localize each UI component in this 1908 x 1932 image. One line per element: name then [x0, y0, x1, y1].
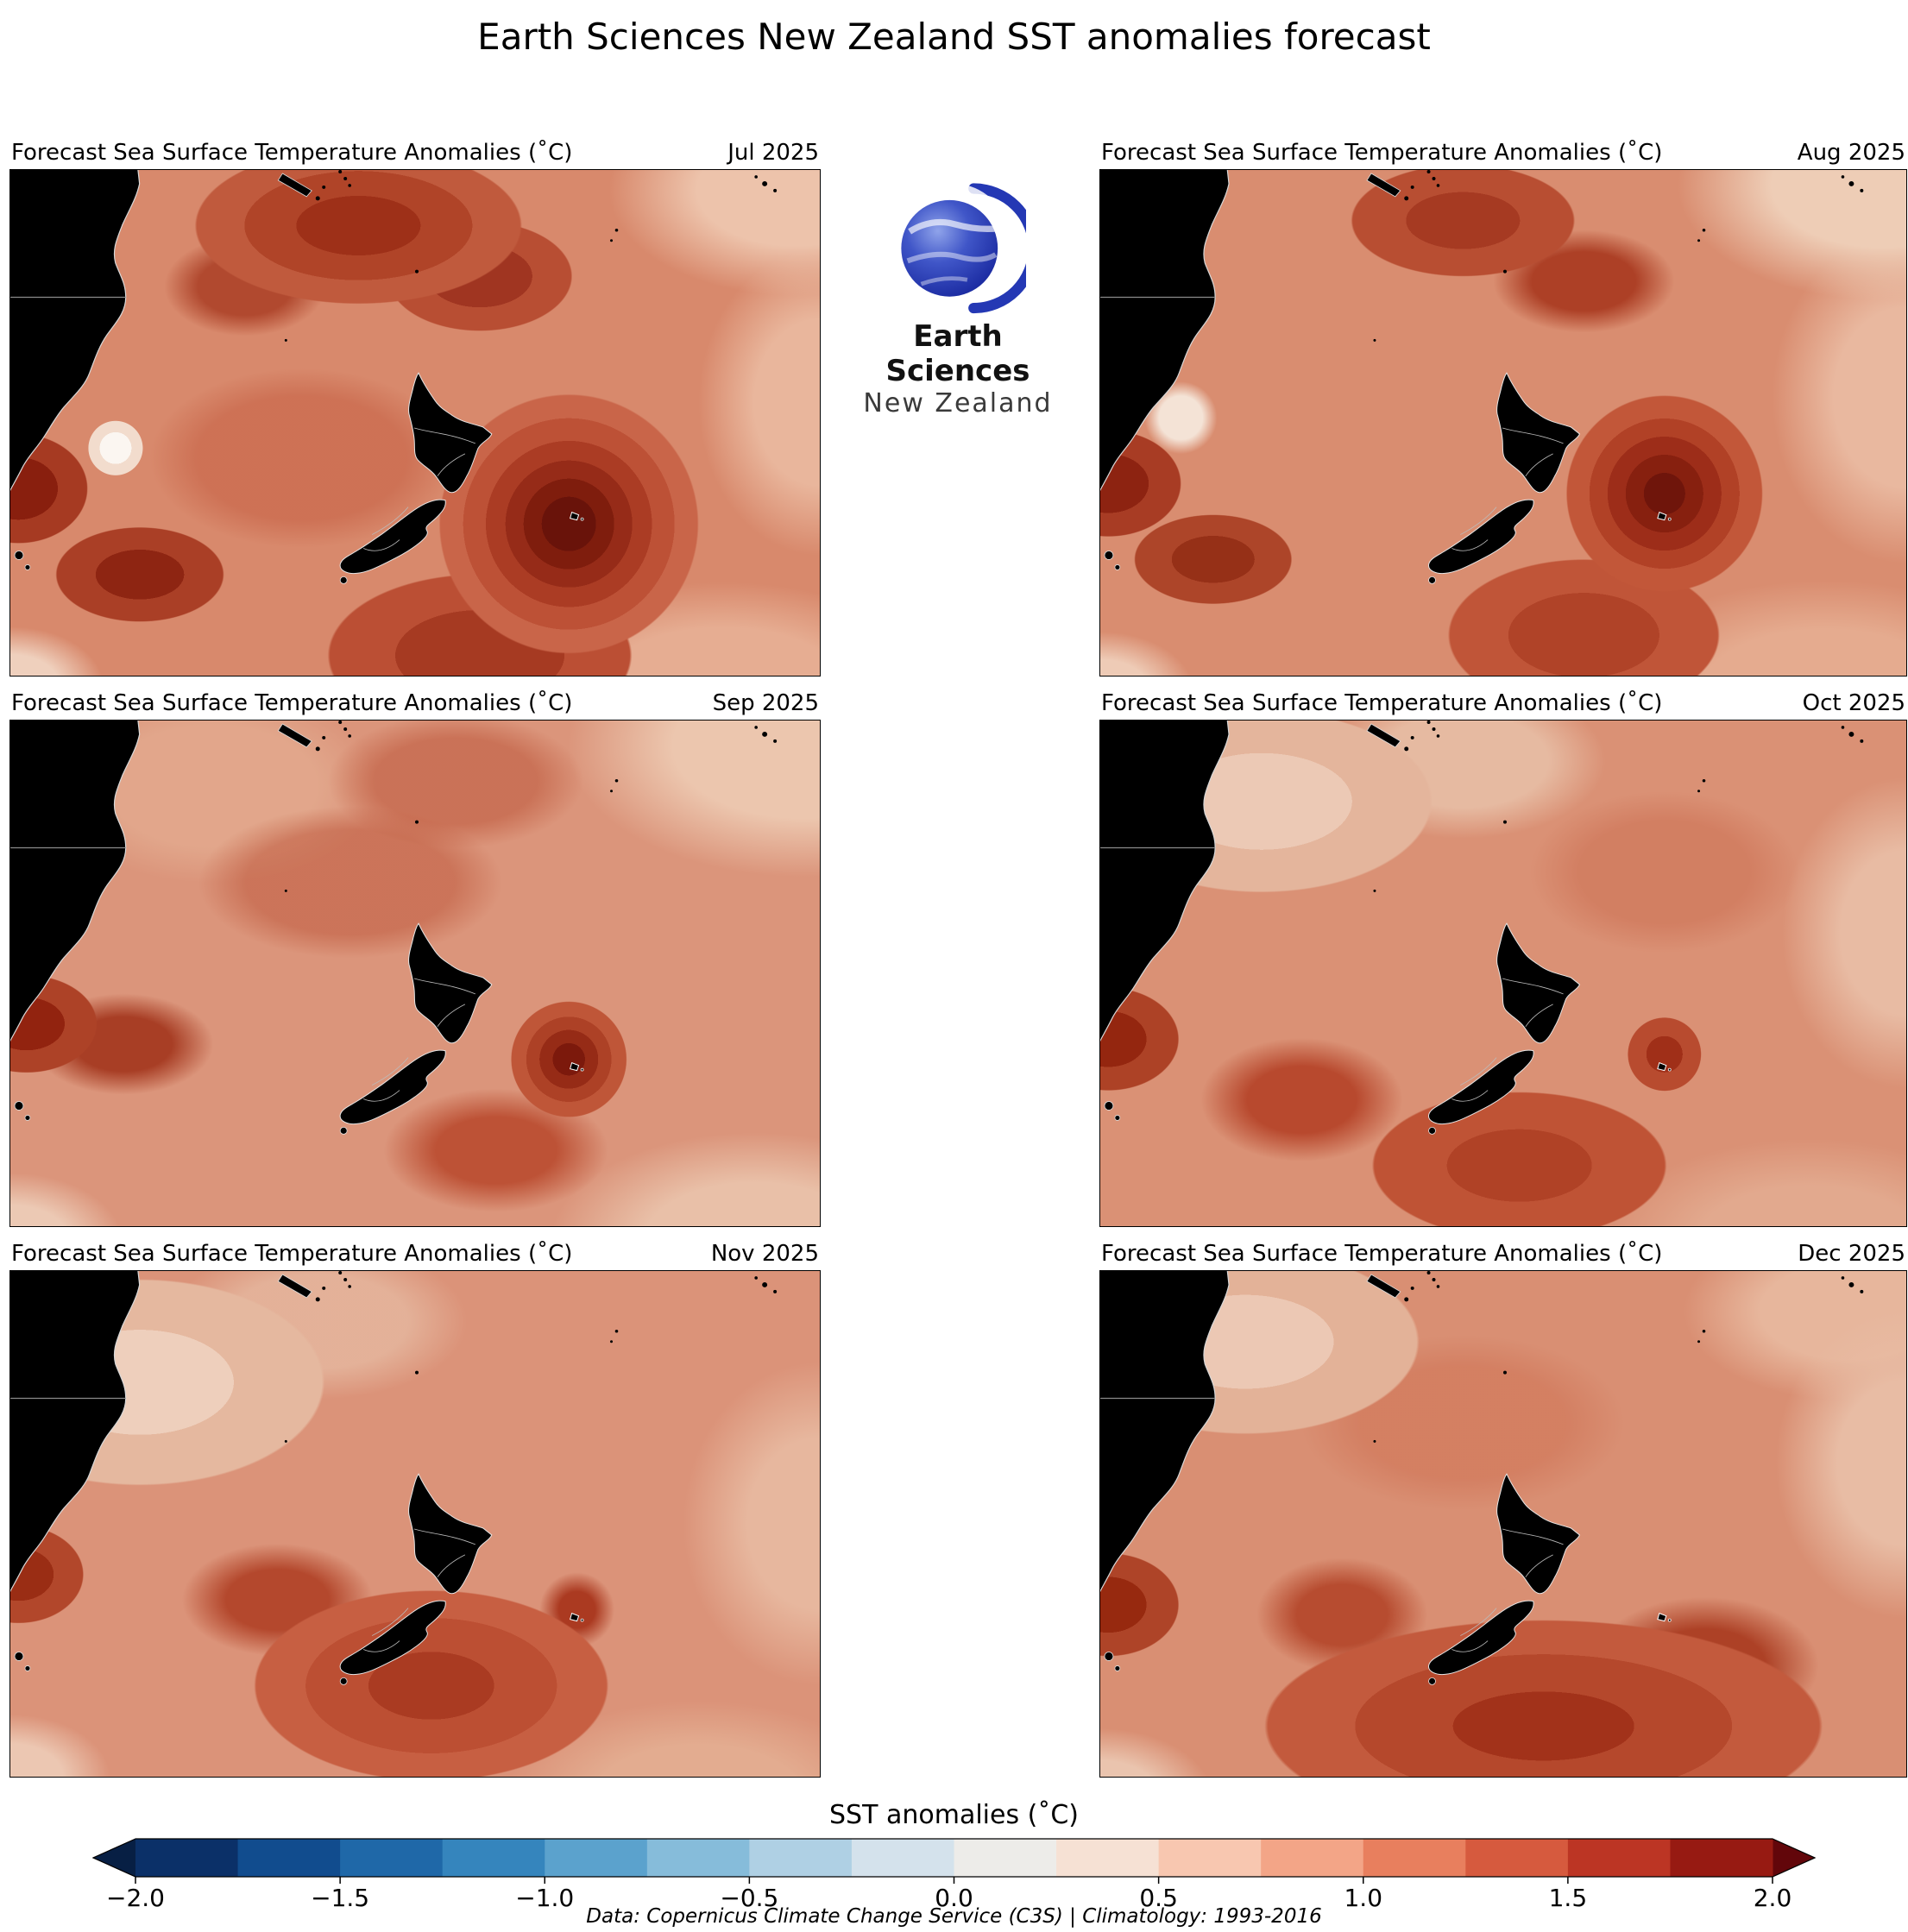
- colorbar-segment: [442, 1839, 545, 1877]
- colorbar-outline: [92, 1838, 1816, 1878]
- sst-anomaly-map: [9, 1270, 821, 1778]
- colorbar-segment: [1567, 1839, 1671, 1877]
- sst-anomaly-field: [10, 1271, 820, 1777]
- colorbar-tick-label: 0.0: [935, 1884, 973, 1912]
- colorbar-segment: [135, 1839, 239, 1877]
- map-panel-nov-2025: Forecast Sea Surface Temperature Anomali…: [9, 1241, 821, 1778]
- colorbar-segment: [237, 1839, 341, 1877]
- sst-anomaly-field: [1100, 721, 1906, 1226]
- colorbar-segment: [545, 1839, 648, 1877]
- landmass-overlay: [1100, 1271, 1864, 1685]
- colorbar-tick-labels: −2.0 −1.5 −1.0 −0.5 0.0 0.5 1.0 1.5 2.0: [0, 1886, 1908, 1914]
- colorbar-segment: [954, 1839, 1057, 1877]
- panel-month: Nov 2025: [710, 1241, 819, 1267]
- map-panel-sep-2025: Forecast Sea Surface Temperature Anomali…: [9, 690, 821, 1227]
- colorbar-tick-label: 0.5: [1139, 1884, 1178, 1912]
- colorbar-segment: [1261, 1839, 1364, 1877]
- landmass-overlay: [1100, 170, 1864, 584]
- sst-anomaly-map: [1099, 720, 1907, 1227]
- panel-title: Forecast Sea Surface Temperature Anomali…: [1101, 690, 1663, 716]
- map-panel-oct-2025: Forecast Sea Surface Temperature Anomali…: [1099, 690, 1907, 1227]
- colorbar-label: SST anomalies (˚C): [829, 1800, 1079, 1830]
- colorbar-tick-label: 1.0: [1344, 1884, 1383, 1912]
- colorbar-right-arrow: [1773, 1839, 1815, 1877]
- sst-anomaly-field: [1100, 1271, 1906, 1777]
- logo-text-line2: New Zealand: [863, 388, 1053, 418]
- landmass-overlay: [10, 1271, 778, 1685]
- colorbar-segment: [1465, 1839, 1569, 1877]
- map-panel-dec-2025: Forecast Sea Surface Temperature Anomali…: [1099, 1241, 1907, 1778]
- colorbar-segment: [1056, 1839, 1160, 1877]
- logo-text-line1: Earth Sciences: [885, 319, 1030, 388]
- colorbar-segment: [1158, 1839, 1262, 1877]
- colorbar-segment: [1670, 1839, 1773, 1877]
- colorbar-segment: [646, 1839, 750, 1877]
- colorbar-tick-label: −1.0: [515, 1884, 575, 1912]
- logo: Earth Sciences New Zealand: [850, 181, 1066, 418]
- data-source-caption: Data: Copernicus Climate Change Service …: [586, 1905, 1322, 1928]
- sst-anomaly-map: [1099, 169, 1907, 677]
- sst-anomaly-field: [1100, 170, 1906, 676]
- landmass-overlay: [10, 170, 778, 584]
- panel-month: Aug 2025: [1797, 140, 1905, 166]
- panel-month: Sep 2025: [712, 690, 819, 716]
- colorbar-left-arrow: [93, 1839, 135, 1877]
- colorbar: [92, 1838, 1816, 1884]
- map-panel-jul-2025: Forecast Sea Surface Temperature Anomali…: [9, 140, 821, 677]
- globe-logo-icon: [901, 183, 1026, 314]
- figure-title: Earth Sciences New Zealand SST anomalies…: [477, 16, 1431, 58]
- sst-anomaly-map: [1099, 1270, 1907, 1778]
- panel-month: Oct 2025: [1802, 690, 1905, 716]
- colorbar-segment: [340, 1839, 444, 1877]
- colorbar-tick-label: −1.5: [311, 1884, 370, 1912]
- landmass-overlay: [10, 721, 778, 1135]
- panel-month: Dec 2025: [1798, 1241, 1905, 1267]
- colorbar-segment: [851, 1839, 954, 1877]
- panel-month: Jul 2025: [727, 140, 819, 166]
- panel-title: Forecast Sea Surface Temperature Anomali…: [11, 690, 573, 716]
- colorbar-tick-label: −0.5: [720, 1884, 779, 1912]
- map-panel-aug-2025: Forecast Sea Surface Temperature Anomali…: [1099, 140, 1907, 677]
- colorbar-tick-label: −2.0: [106, 1884, 165, 1912]
- panel-title: Forecast Sea Surface Temperature Anomali…: [1101, 140, 1663, 166]
- landmass-overlay: [1100, 721, 1864, 1135]
- panel-title: Forecast Sea Surface Temperature Anomali…: [11, 1241, 573, 1267]
- colorbar-segment: [749, 1839, 853, 1877]
- panel-title: Forecast Sea Surface Temperature Anomali…: [1101, 1241, 1663, 1267]
- sst-anomaly-map: [9, 169, 821, 677]
- colorbar-tick-label: 2.0: [1753, 1884, 1792, 1912]
- panel-title: Forecast Sea Surface Temperature Anomali…: [11, 140, 573, 166]
- colorbar-tick-label: 1.5: [1548, 1884, 1588, 1912]
- colorbar-segment: [1363, 1839, 1466, 1877]
- sst-anomaly-map: [9, 720, 821, 1227]
